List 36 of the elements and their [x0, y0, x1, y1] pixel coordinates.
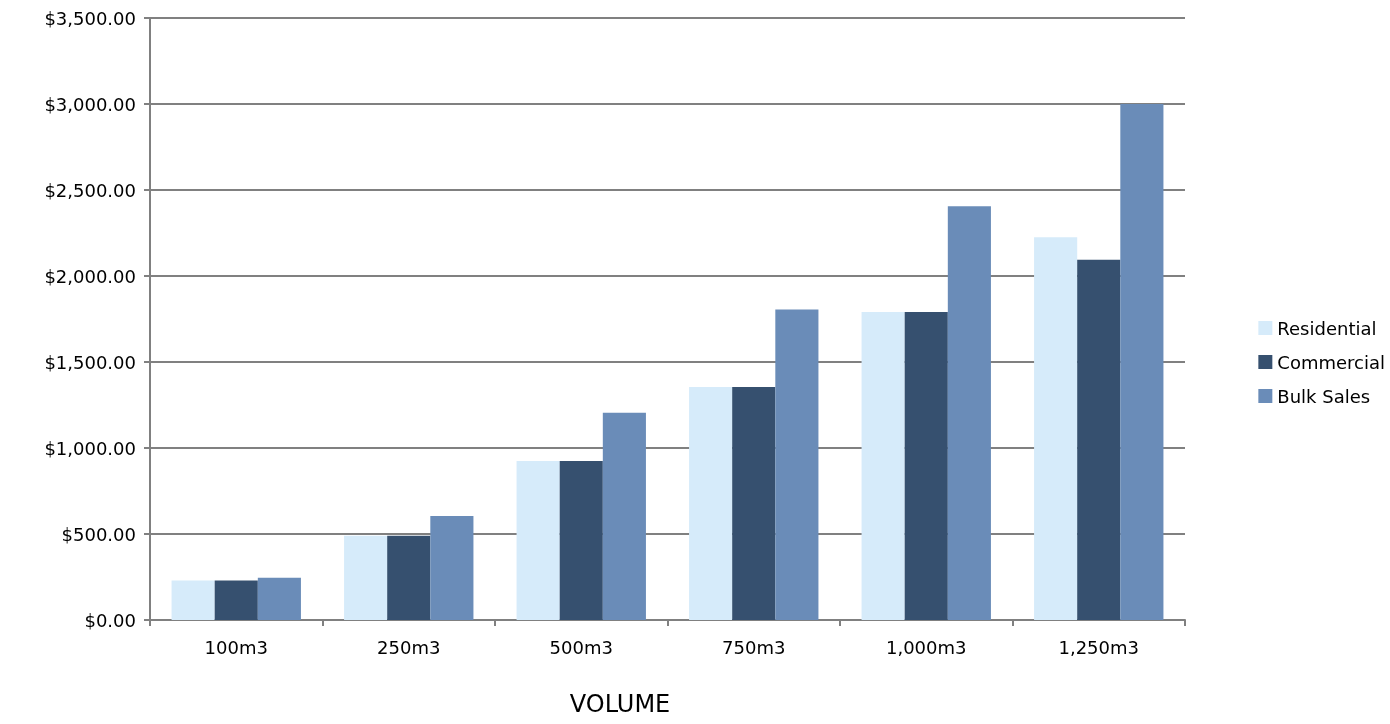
y-tick-label: $3,000.00: [44, 93, 136, 115]
y-tick-label: $3,500.00: [44, 7, 136, 29]
bar: [214, 580, 258, 620]
bar: [559, 460, 603, 620]
y-tick-label: $0.00: [84, 609, 136, 631]
x-tick-label: 500m3: [549, 636, 613, 658]
bar: [947, 206, 991, 620]
y-tick-label: $2,000.00: [44, 265, 136, 287]
bar: [861, 312, 905, 620]
y-tick-label: $2,500.00: [44, 179, 136, 201]
bar: [904, 312, 948, 620]
bar: [516, 460, 560, 620]
bar: [257, 577, 301, 620]
bar: [430, 515, 474, 620]
bar: [1120, 104, 1164, 620]
x-axis-title: VOLUME: [569, 690, 671, 718]
bar: [732, 386, 776, 620]
legend-label: Bulk Sales: [1277, 385, 1371, 407]
bar: [602, 412, 646, 620]
bar: [689, 386, 733, 620]
bar: [171, 580, 215, 620]
y-tick-label: $500.00: [61, 523, 136, 545]
bar: [1077, 259, 1121, 620]
x-tick-label: 750m3: [722, 636, 786, 658]
bar: [775, 309, 819, 620]
x-tick-label: 1,250m3: [1058, 636, 1140, 658]
y-tick-label: $1,500.00: [44, 351, 136, 373]
legend-label: Residential: [1277, 317, 1377, 339]
x-tick-label: 250m3: [377, 636, 441, 658]
bar: [387, 535, 431, 620]
x-tick-label: 100m3: [204, 636, 268, 658]
x-tick-label: 1,000m3: [885, 636, 967, 658]
legend-label: Commercial: [1277, 351, 1386, 373]
y-tick-label: $1,000.00: [44, 437, 136, 459]
bar: [344, 535, 388, 620]
bar: [1034, 237, 1078, 620]
